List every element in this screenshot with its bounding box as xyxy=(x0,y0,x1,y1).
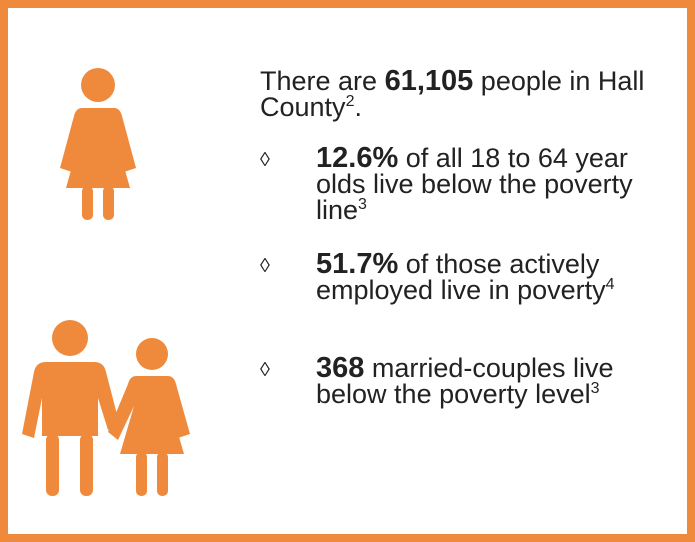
population: 61,105 xyxy=(384,65,474,97)
bullet-value: 51.7% xyxy=(316,248,399,280)
footnote: 3 xyxy=(358,196,367,213)
bullet-marker: ◊ xyxy=(260,149,270,171)
bullet-value: 12.6% xyxy=(316,142,399,174)
couple-icon xyxy=(22,320,190,496)
bullet-text: 12.6% of all 18 to 64 year olds live bel… xyxy=(316,142,666,225)
bullet-text: 368 married-couples live below the pover… xyxy=(316,352,666,409)
bullet-marker: ◊ xyxy=(260,255,270,277)
intro-suffix: people in Hall County xyxy=(260,66,645,122)
footnote: 3 xyxy=(590,380,600,397)
bullet-desc: of those actively employed live in pover… xyxy=(316,249,606,305)
footnote: 4 xyxy=(605,276,615,293)
intro-prefix: There are xyxy=(260,66,378,96)
icons xyxy=(22,68,190,496)
woman-icon xyxy=(60,68,136,220)
bullet-text: 51.7% of those actively employed live in… xyxy=(316,248,666,305)
bullet-marker: ◊ xyxy=(260,359,270,381)
footnote: 2 xyxy=(345,93,355,110)
intro-end: . xyxy=(354,92,362,122)
bullet-desc: of all 18 to 64 year olds live below the… xyxy=(316,143,633,225)
bullet-value: 368 xyxy=(316,352,365,384)
intro: There are 61,105 people in Hall County2. xyxy=(260,65,660,122)
bullet-desc: married-couples live below the poverty l… xyxy=(316,353,614,409)
